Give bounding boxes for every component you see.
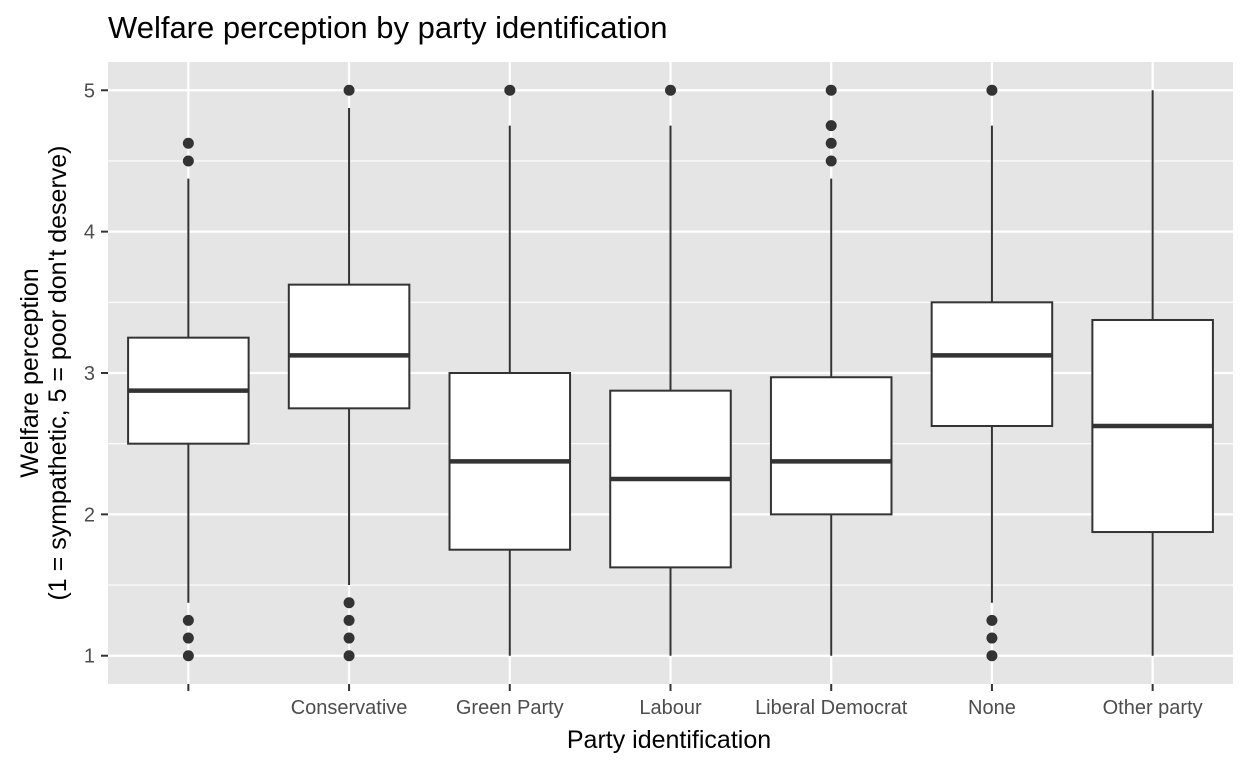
outlier-point	[182, 632, 194, 644]
y-axis-title-line2: (1 = sympathetic, 5 = poor don't deserve…	[44, 145, 72, 600]
outlier-point	[825, 84, 837, 96]
outlier-point	[182, 614, 194, 626]
outlier-point	[182, 137, 194, 149]
box	[287, 283, 411, 410]
y-axis-title: Welfare perception (1 = sympathetic, 5 =…	[16, 145, 72, 600]
x-tick-label: Conservative	[291, 697, 408, 719]
x-tick-label: Other party	[1103, 697, 1203, 719]
outlier-point	[343, 84, 355, 96]
y-axis-title-line1: Welfare perception	[16, 268, 44, 477]
box-group	[609, 84, 732, 656]
x-tick-label: Green Party	[456, 697, 564, 719]
outlier-point	[343, 632, 355, 644]
box-group	[127, 137, 250, 662]
boxes-layer	[127, 84, 1214, 662]
box	[769, 376, 893, 516]
outlier-point	[825, 120, 837, 132]
chart-title: Welfare perception by party identificati…	[108, 10, 667, 45]
box-group	[287, 84, 411, 662]
x-tick-label: None	[968, 697, 1016, 719]
outlier-point	[986, 614, 998, 626]
box-group	[930, 84, 1054, 662]
y-tick-label: 5	[84, 80, 95, 102]
outlier-point	[343, 597, 355, 609]
y-tick-label: 2	[84, 504, 95, 526]
outlier-point	[825, 155, 837, 167]
outlier-point	[504, 84, 516, 96]
outlier-point	[986, 632, 998, 644]
box-group	[1091, 90, 1214, 656]
x-axis: Conservative Green Party Labour Liberal Dem…	[187, 684, 1203, 719]
outlier-point	[825, 137, 837, 149]
x-tick-label: Liberal Democrat	[755, 697, 908, 719]
outlier-point	[182, 155, 194, 167]
y-tick-label: 3	[84, 363, 95, 385]
x-tick-label: Labour	[639, 697, 702, 719]
outlier-point	[182, 650, 194, 662]
box-group	[448, 84, 572, 656]
outlier-point	[343, 650, 355, 662]
outlier-point	[343, 614, 355, 626]
box	[930, 301, 1054, 428]
outlier-point	[665, 84, 676, 96]
y-axis: 1 2 3 4 5	[84, 80, 108, 668]
outlier-point	[986, 84, 998, 96]
y-tick-label: 4	[84, 222, 95, 244]
x-axis-title: Party identification	[567, 726, 771, 754]
y-tick-label: 1	[84, 646, 95, 668]
outlier-point	[986, 650, 998, 662]
box-group	[769, 84, 893, 656]
